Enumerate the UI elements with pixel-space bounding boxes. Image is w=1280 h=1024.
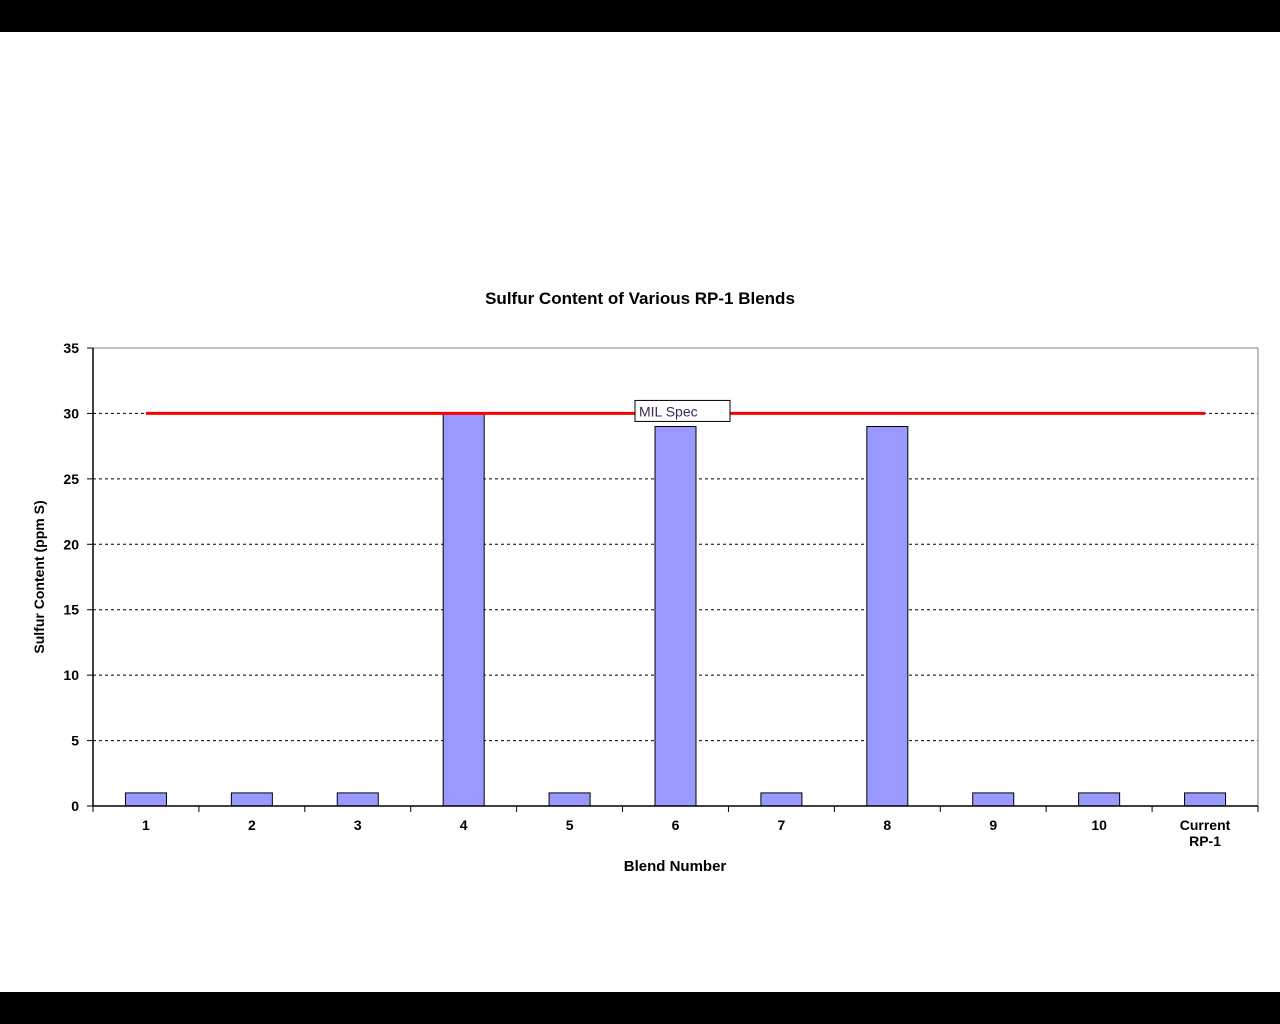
y-tick-label: 5 xyxy=(71,733,79,749)
y-tick-label: 35 xyxy=(63,340,79,356)
chart-title: Sulfur Content of Various RP-1 Blends xyxy=(485,289,795,308)
bar xyxy=(654,426,697,807)
bar xyxy=(124,792,167,807)
mil-spec-label: MIL Spec xyxy=(639,403,698,419)
y-tick-label: 25 xyxy=(63,471,79,487)
mil-spec-label-box xyxy=(634,399,731,422)
y-tick-label: 0 xyxy=(71,798,79,814)
x-tick-label: 4 xyxy=(460,817,468,833)
bars xyxy=(124,412,1227,807)
slide-canvas: Sulfur Content of Various RP-1 Blends 0 5… xyxy=(0,32,1280,992)
x-tick-label: 1 xyxy=(142,817,150,833)
x-tick-label: Current RP-1 xyxy=(1180,817,1231,849)
x-tick-label: 3 xyxy=(354,817,362,833)
axes: 0 5 10 15 20 25 30 35 1 2 3 4 5 6 7 8 9 10 Current RP-1 xyxy=(63,340,1259,849)
plot-frame xyxy=(93,347,1259,806)
x-tick-label: 10 xyxy=(1091,817,1107,833)
bar xyxy=(1184,792,1227,807)
mil-spec-reference: MIL Spec xyxy=(145,399,1206,422)
bar xyxy=(548,792,591,807)
axis-labels: Blend Number Sulfur Content (ppm S) xyxy=(31,500,726,875)
x-tick-label: 7 xyxy=(778,817,786,833)
bar xyxy=(442,412,485,807)
bar xyxy=(866,426,909,807)
bar xyxy=(760,792,803,807)
bar xyxy=(972,792,1015,807)
x-tick-label: 5 xyxy=(566,817,574,833)
y-axis-label: Sulfur Content (ppm S) xyxy=(31,500,47,653)
y-tick-label: 10 xyxy=(63,667,79,683)
y-tick-label: 15 xyxy=(63,602,79,618)
x-tick-label: 6 xyxy=(672,817,680,833)
bar-chart: Sulfur Content of Various RP-1 Blends 0 5… xyxy=(31,289,1259,875)
y-tick-label: 20 xyxy=(63,536,79,552)
x-tick-label: 8 xyxy=(883,817,891,833)
bar xyxy=(336,792,379,807)
x-tick-label: 9 xyxy=(989,817,997,833)
x-tick-label: 2 xyxy=(248,817,256,833)
x-axis-label: Blend Number xyxy=(624,858,727,875)
bar xyxy=(230,792,273,807)
bar xyxy=(1078,792,1121,807)
y-tick-label: 30 xyxy=(63,405,79,421)
